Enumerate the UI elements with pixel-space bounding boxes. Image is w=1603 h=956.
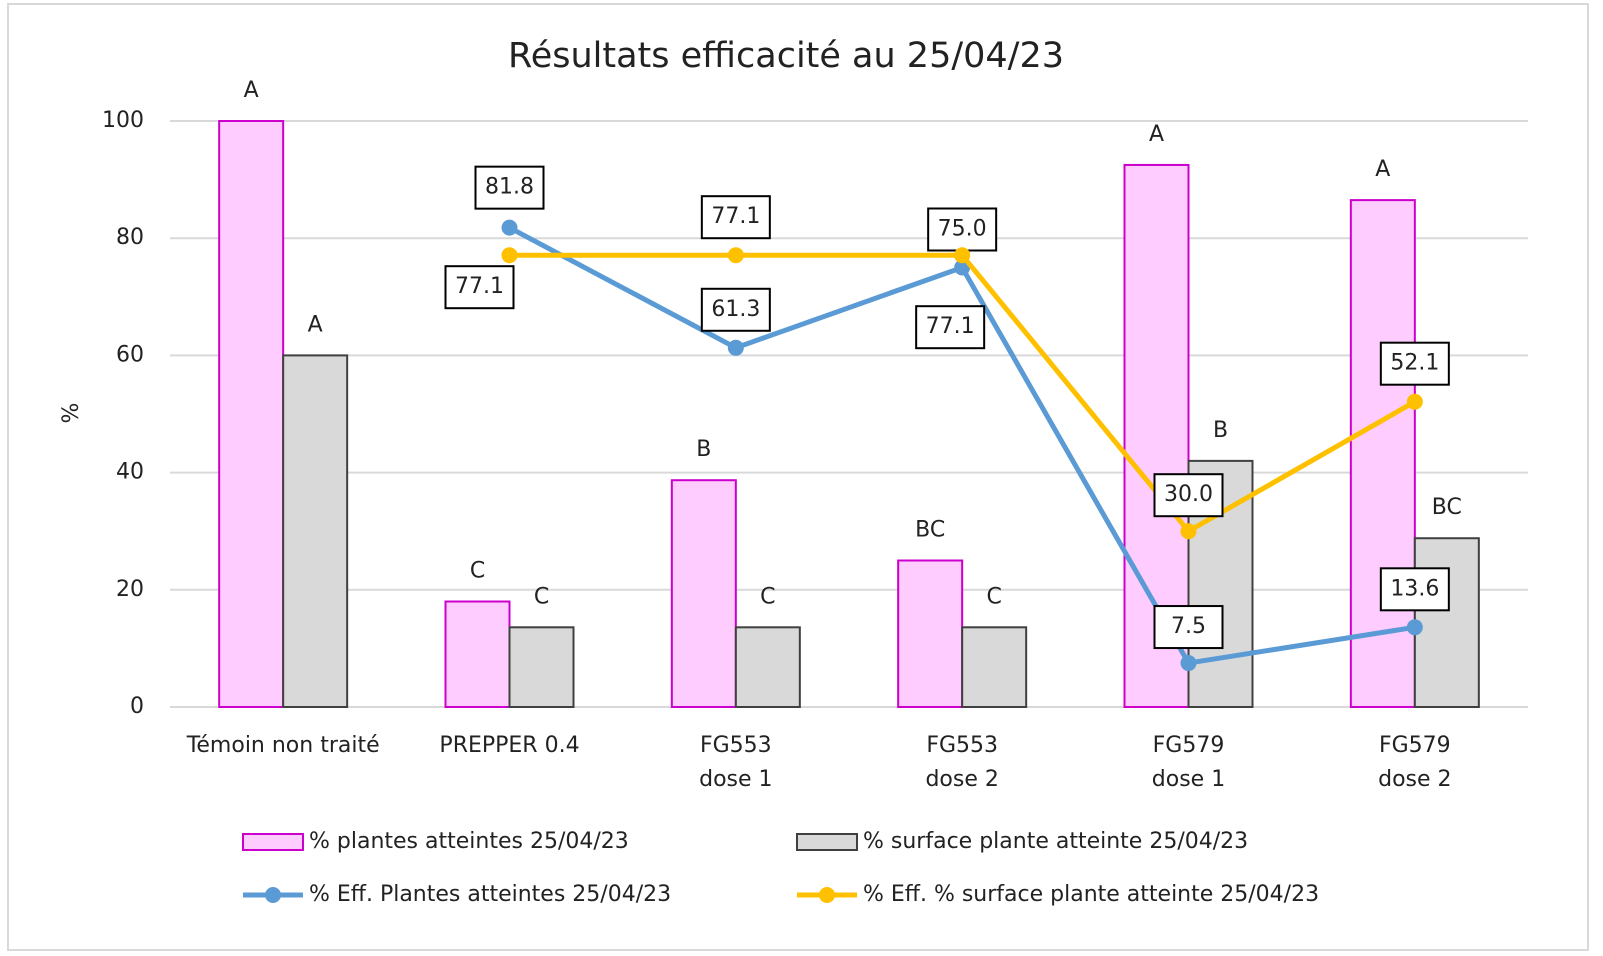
bar xyxy=(1349,199,1416,709)
line-point xyxy=(954,247,971,264)
line-point xyxy=(501,247,518,264)
legend-swatch xyxy=(796,833,858,851)
y-tick-label: 80 xyxy=(116,225,144,250)
data-label: 77.1 xyxy=(455,274,504,299)
legend-label: % surface plante atteinte 25/04/23 xyxy=(863,829,1248,854)
line-point xyxy=(727,247,744,264)
data-label: 13.6 xyxy=(1390,576,1439,601)
x-tick-label: FG553 xyxy=(926,733,998,758)
data-label-box xyxy=(927,207,998,252)
bar-letter: C xyxy=(534,584,549,609)
bar-letter: C xyxy=(986,584,1001,609)
x-tick-label: FG553 xyxy=(700,733,772,758)
line-point xyxy=(1180,523,1197,540)
data-label-box xyxy=(1153,473,1224,518)
x-tick-label: dose 1 xyxy=(1152,767,1225,792)
x-tick-label: dose 1 xyxy=(699,767,772,792)
legend-marker xyxy=(819,887,835,903)
y-axis-label: % xyxy=(59,403,84,424)
legend-swatch xyxy=(242,833,304,851)
bar-letter: C xyxy=(760,584,775,609)
bar xyxy=(734,626,801,709)
line-point xyxy=(1406,393,1423,410)
line-point xyxy=(727,339,744,356)
bar xyxy=(218,120,285,708)
data-label-box xyxy=(915,305,986,350)
bar xyxy=(508,626,575,709)
line-point xyxy=(501,219,518,236)
bar-letter: C xyxy=(470,559,485,584)
x-tick-label: dose 2 xyxy=(1378,767,1451,792)
bar-letter: A xyxy=(1375,157,1390,182)
bar xyxy=(1413,537,1480,708)
data-label: 81.8 xyxy=(485,175,534,200)
bar xyxy=(961,626,1028,709)
bar-letter: BC xyxy=(1432,495,1462,520)
legend-label: % plantes atteintes 25/04/23 xyxy=(309,829,629,854)
y-tick-label: 40 xyxy=(116,460,144,485)
legend-marker xyxy=(265,887,281,903)
data-label-box xyxy=(700,287,771,332)
bar-letter: A xyxy=(244,78,259,103)
x-tick-label: dose 2 xyxy=(925,767,998,792)
bar-letter: BC xyxy=(915,518,945,543)
x-tick-label: Témoin non traité xyxy=(186,733,380,758)
bar-letter: A xyxy=(308,312,323,337)
data-label: 77.1 xyxy=(926,314,975,339)
bar-letter: B xyxy=(696,437,711,462)
data-label-box xyxy=(1379,567,1450,612)
bar-letter: B xyxy=(1213,418,1228,443)
bar xyxy=(670,479,737,708)
bar xyxy=(282,354,349,708)
line-point xyxy=(1180,655,1197,672)
data-label: 77.1 xyxy=(711,204,760,229)
line-point xyxy=(1406,619,1423,636)
data-label: 75.0 xyxy=(938,217,987,242)
data-label-box xyxy=(1153,605,1224,650)
y-tick-label: 0 xyxy=(130,694,144,719)
data-label: 7.5 xyxy=(1171,614,1206,639)
legend-label: % Eff. % surface plante atteinte 25/04/2… xyxy=(863,882,1319,907)
data-label-box xyxy=(1379,341,1450,386)
y-tick-label: 20 xyxy=(116,577,144,602)
chart-title: Résultats efficacité au 25/04/23 xyxy=(508,36,1064,76)
data-label: 61.3 xyxy=(711,297,760,322)
data-label-box xyxy=(444,265,515,310)
x-tick-label: PREPPER 0.4 xyxy=(439,733,579,758)
data-label: 52.1 xyxy=(1390,351,1439,376)
y-tick-label: 100 xyxy=(102,108,144,133)
data-label-box xyxy=(700,195,771,240)
x-tick-label: FG579 xyxy=(1379,733,1451,758)
data-label: 30.0 xyxy=(1164,482,1213,507)
data-label-box xyxy=(474,165,545,210)
legend-label: % Eff. Plantes atteintes 25/04/23 xyxy=(309,882,671,907)
bar xyxy=(897,559,964,708)
y-tick-label: 60 xyxy=(116,342,144,367)
bar-letter: A xyxy=(1149,122,1164,147)
x-tick-label: FG579 xyxy=(1153,733,1225,758)
bar xyxy=(444,600,511,709)
